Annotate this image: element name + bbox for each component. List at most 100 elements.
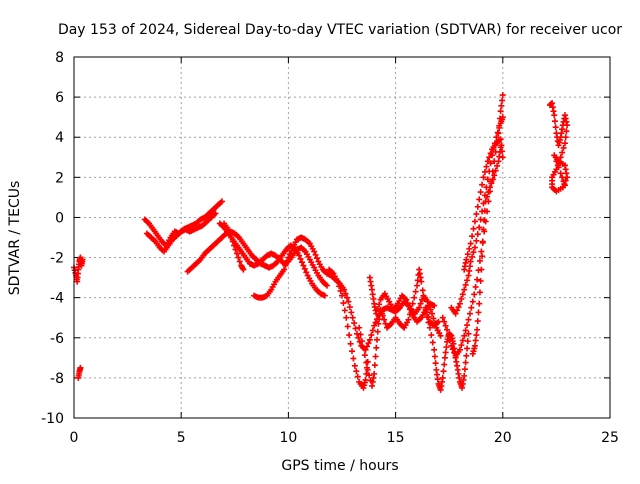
data-point	[321, 292, 328, 299]
data-point	[465, 330, 472, 337]
data-point	[285, 254, 292, 261]
data-point	[425, 319, 432, 326]
data-point	[467, 258, 474, 265]
data-point	[301, 265, 308, 272]
data-point	[323, 282, 330, 289]
data-point	[476, 289, 483, 296]
data-point	[472, 283, 479, 290]
data-point	[561, 182, 568, 189]
data-point	[483, 163, 490, 170]
x-tick-label: 0	[70, 430, 79, 446]
data-point	[432, 360, 439, 367]
data-point	[424, 298, 431, 305]
data-point	[347, 340, 354, 347]
data-point	[484, 158, 491, 165]
data-point	[553, 158, 560, 165]
data-point	[428, 332, 435, 339]
data-point	[431, 353, 438, 360]
data-point	[464, 277, 471, 284]
x-tick-label: 15	[387, 430, 405, 446]
y-tick-label: 2	[55, 170, 64, 186]
data-point	[231, 242, 238, 249]
data-point	[350, 355, 357, 362]
data-point	[218, 198, 225, 205]
data-point	[313, 255, 320, 262]
y-tick-label: -10	[41, 411, 64, 427]
data-point	[471, 244, 478, 251]
data-point	[463, 256, 470, 263]
data-point	[461, 286, 468, 293]
data-point	[552, 124, 559, 131]
data-point	[431, 346, 438, 353]
data-point	[476, 196, 483, 203]
data-point	[416, 304, 423, 311]
data-point	[417, 300, 424, 307]
data-point	[354, 373, 361, 380]
data-point	[426, 302, 433, 309]
data-point	[493, 134, 500, 141]
data-point	[494, 129, 501, 136]
data-points	[71, 92, 571, 393]
data-point	[409, 300, 416, 307]
data-point	[342, 290, 349, 297]
data-point	[361, 352, 368, 359]
data-point	[476, 300, 483, 307]
data-point	[499, 97, 506, 104]
y-tick-label: -4	[50, 291, 64, 307]
chart-title: Day 153 of 2024, Sidereal Day-to-day VTE…	[58, 22, 622, 38]
data-point	[446, 337, 453, 344]
data-point	[430, 315, 437, 322]
data-point	[296, 252, 303, 259]
data-point	[478, 266, 485, 273]
data-point	[77, 364, 84, 371]
data-point	[479, 239, 486, 246]
data-point	[474, 276, 481, 283]
data-point	[462, 327, 469, 334]
data-point	[283, 258, 290, 265]
x-tick-label: 10	[279, 430, 297, 446]
data-point	[439, 374, 446, 381]
data-point	[442, 322, 449, 329]
data-point	[376, 301, 383, 308]
data-point	[440, 368, 447, 375]
data-point	[563, 128, 570, 135]
data-point	[561, 140, 568, 147]
y-tick-label: -6	[50, 331, 64, 347]
data-point	[488, 180, 495, 187]
data-point	[288, 247, 295, 254]
data-point	[371, 322, 378, 329]
data-point	[497, 108, 504, 115]
data-point	[79, 256, 86, 263]
data-point	[374, 336, 381, 343]
data-point	[429, 339, 436, 346]
data-point	[414, 282, 421, 289]
data-point	[454, 307, 461, 314]
data-point	[557, 154, 564, 161]
data-point	[482, 198, 489, 205]
data-point	[476, 224, 483, 231]
data-point	[419, 287, 426, 294]
data-point	[286, 251, 293, 258]
data-point	[345, 298, 352, 305]
data-point	[442, 349, 449, 356]
data-point	[464, 322, 471, 329]
data-point	[486, 154, 493, 161]
data-point	[351, 320, 358, 327]
plot-frame	[73, 56, 611, 419]
data-point	[312, 251, 319, 258]
data-point	[484, 176, 491, 183]
data-point	[334, 278, 341, 285]
data-point	[449, 346, 456, 353]
data-point	[364, 366, 371, 373]
data-point	[468, 304, 475, 311]
data-point	[353, 368, 360, 375]
data-point	[469, 253, 476, 260]
data-point	[337, 287, 344, 294]
data-point	[366, 336, 373, 343]
data-point	[281, 266, 288, 273]
data-point	[441, 361, 448, 368]
data-point	[303, 269, 310, 276]
x-tick-label: 25	[601, 430, 619, 446]
data-point	[357, 331, 364, 338]
data-point	[462, 359, 469, 366]
